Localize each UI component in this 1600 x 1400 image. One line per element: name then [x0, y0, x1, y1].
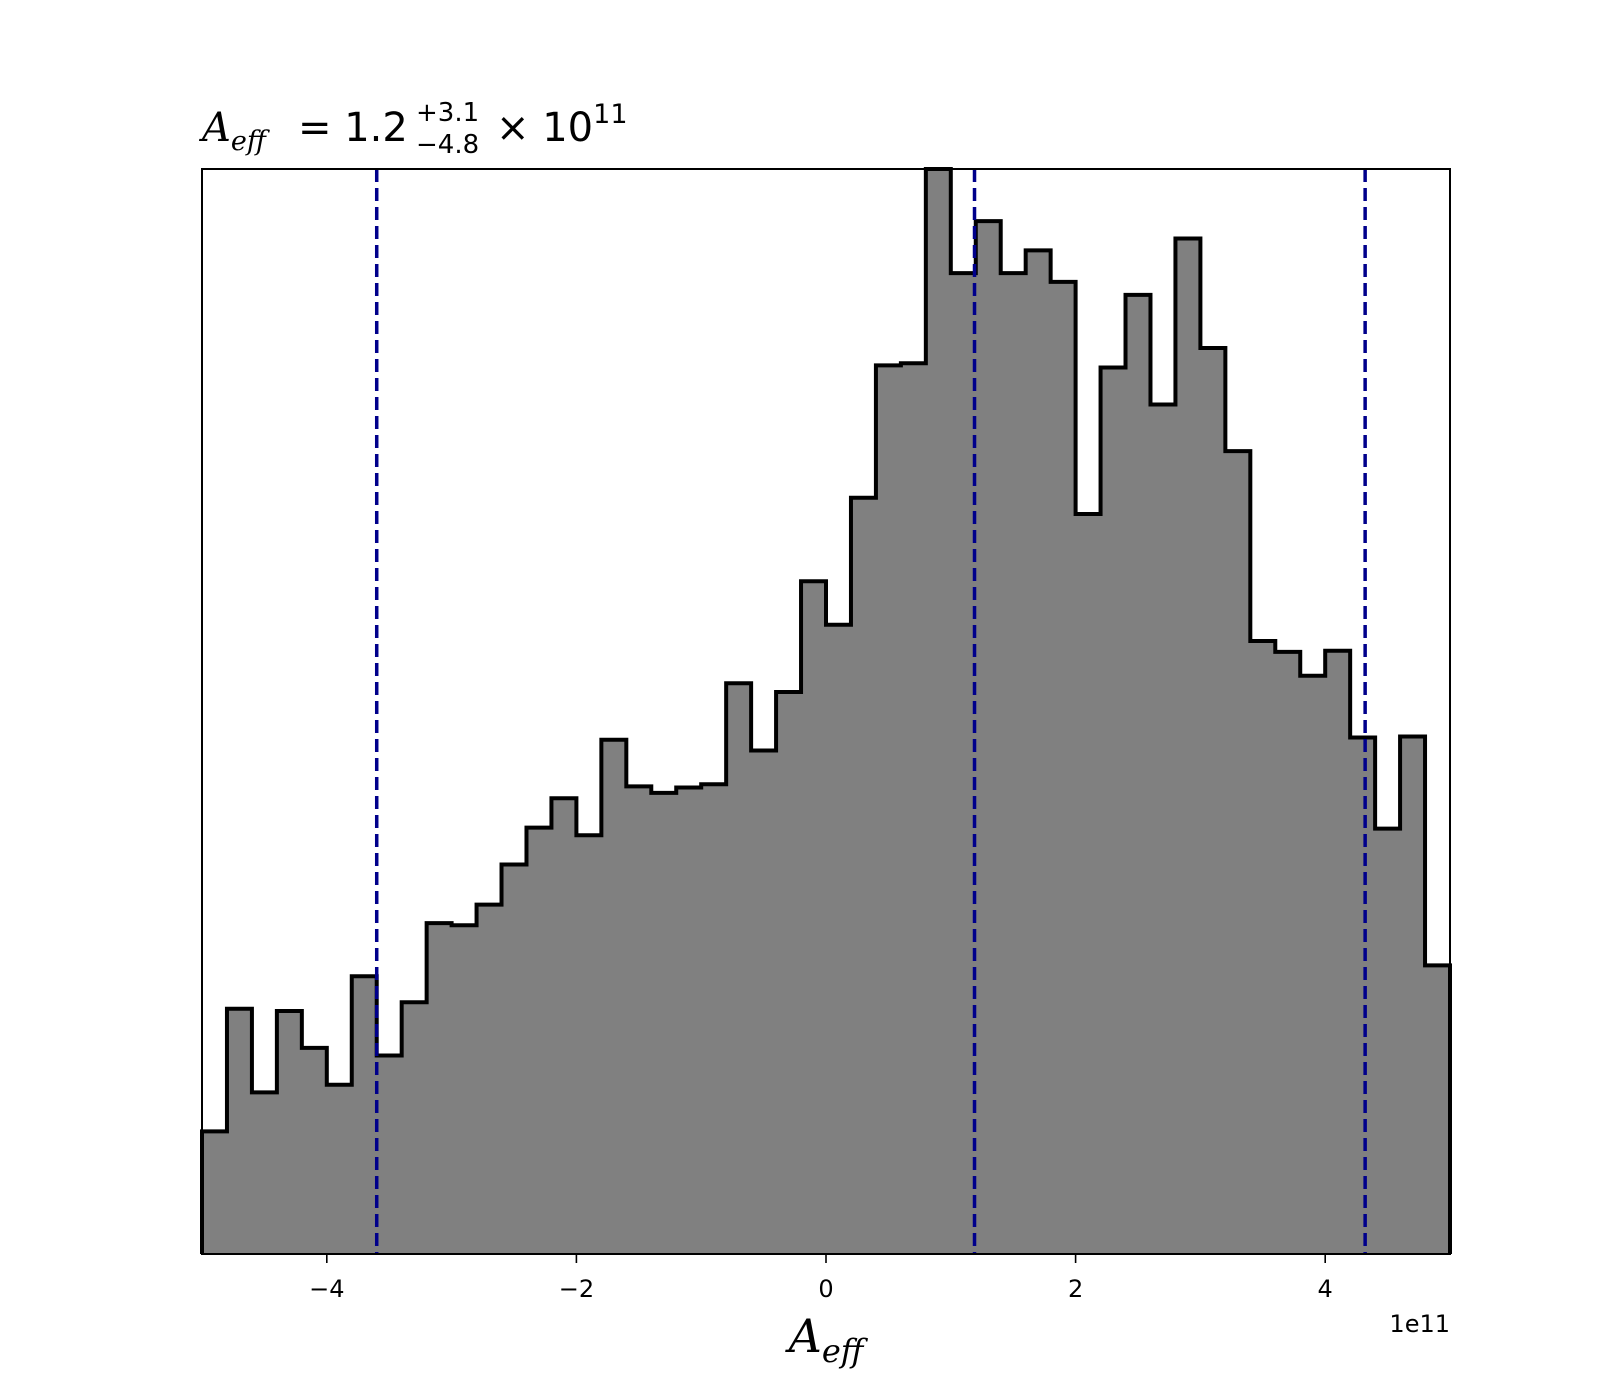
title-lower-error: −4.8	[416, 130, 479, 160]
histogram-bin	[551, 798, 577, 1254]
histogram-bin	[1200, 348, 1226, 1254]
histogram-bin	[301, 1047, 328, 1254]
histogram-bin	[1400, 736, 1426, 1254]
title-upper-error: +3.1	[416, 98, 479, 128]
histogram-bin	[526, 827, 553, 1254]
histogram-bin	[1050, 281, 1077, 1255]
histogram-bin	[925, 169, 952, 1254]
histogram-bin	[1250, 640, 1276, 1254]
title-value: 1.2	[344, 105, 408, 151]
histogram-bin	[451, 925, 478, 1254]
histogram-bin	[950, 273, 977, 1254]
title-subscript: eff	[231, 126, 270, 157]
histogram-bin	[801, 581, 827, 1254]
title-exponent: 11	[593, 99, 627, 130]
svg-text:× 1011: × 1011	[496, 99, 628, 151]
histogram-bin	[776, 691, 802, 1254]
histogram-bin	[1100, 367, 1127, 1254]
histogram-bin	[351, 976, 378, 1254]
x-axis-ticks: −4 −2 0 2 4	[309, 1254, 1333, 1303]
histogram-bin	[1025, 250, 1052, 1254]
histogram-bin	[726, 683, 752, 1254]
histogram-bin	[326, 1084, 353, 1254]
x-axis-label-symbol: A	[785, 1309, 822, 1363]
histogram-bin	[1125, 294, 1152, 1254]
histogram-bin	[1350, 737, 1376, 1254]
histogram-bin	[751, 750, 777, 1254]
x-tick-label: 2	[1068, 1275, 1083, 1303]
x-axis-label-subscript: eff	[822, 1332, 869, 1370]
histogram-bin	[676, 787, 702, 1254]
title-base: 10	[542, 105, 593, 151]
histogram-bin	[1300, 675, 1326, 1254]
histogram-bin	[501, 864, 528, 1254]
histogram-bin	[1425, 965, 1451, 1254]
histogram-bin	[576, 835, 602, 1254]
histogram-bin	[276, 1010, 303, 1254]
histogram-bin	[651, 792, 677, 1254]
histogram-bin	[1325, 650, 1351, 1254]
histogram-bin	[251, 1092, 278, 1254]
title-times: ×	[496, 105, 530, 151]
histogram-bin	[1225, 451, 1251, 1255]
histogram-bin	[202, 1131, 228, 1254]
histogram-bin	[1175, 238, 1201, 1254]
x-tick-label: −4	[309, 1275, 344, 1303]
x-tick-label: 4	[1318, 1275, 1333, 1303]
histogram-outline	[200, 167, 1452, 1254]
x-tick-label: −2	[559, 1275, 594, 1303]
histogram-bin	[701, 784, 727, 1254]
histogram-bin	[426, 923, 453, 1254]
x-axis-offset-text: 1e11	[1389, 1310, 1450, 1338]
histogram-bin	[875, 365, 902, 1254]
title-equals: =	[298, 105, 332, 151]
chart-title: Aeff = 1.2 +3.1 −4.8 × 1011	[198, 98, 628, 160]
histogram-bin	[850, 497, 877, 1254]
x-tick-label: 0	[818, 1275, 833, 1303]
histogram-bin	[376, 1055, 403, 1254]
svg-text:Aeff: Aeff	[198, 105, 270, 157]
histogram-bars	[200, 167, 1452, 1255]
histogram-bin	[900, 363, 927, 1255]
credible-interval-lines	[374, 169, 1367, 1254]
histogram-bin	[1375, 828, 1401, 1254]
histogram-bin	[401, 1002, 428, 1254]
histogram-bin	[601, 739, 627, 1254]
histogram-bin	[975, 221, 1002, 1255]
histogram-bin	[226, 1008, 253, 1254]
histogram-bin	[626, 786, 652, 1254]
histogram-bin	[476, 904, 503, 1254]
histogram-bin	[1150, 404, 1177, 1254]
x-axis-label: Aeff	[785, 1309, 869, 1370]
histogram-bin	[1275, 651, 1301, 1254]
histogram-bin	[826, 624, 852, 1254]
histogram-bin	[1075, 514, 1102, 1254]
title-symbol: A	[198, 105, 231, 151]
svg-text:= 1.2: = 1.2	[298, 105, 408, 151]
histogram-bin	[1000, 273, 1027, 1254]
